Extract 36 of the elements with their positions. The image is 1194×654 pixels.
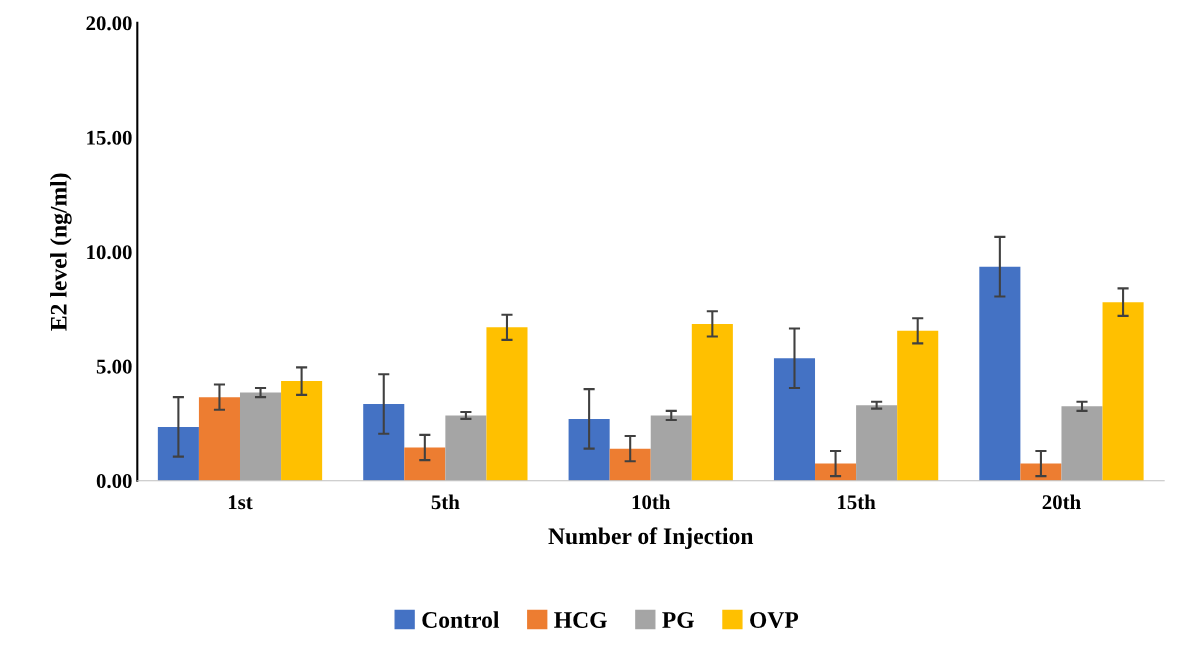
bar — [239, 392, 282, 481]
x-tick-label: 20th — [1042, 494, 1081, 510]
y-tick-label: 10.00 — [87, 245, 132, 260]
x-tick-label: 5th — [431, 494, 460, 510]
bar — [157, 426, 199, 481]
y-tick-label: 0.00 — [96, 474, 132, 489]
bar — [609, 448, 651, 481]
bar — [486, 327, 528, 481]
x-tick-label: 10th — [632, 494, 671, 510]
bar — [897, 330, 939, 481]
bar — [363, 404, 405, 481]
bar — [979, 266, 1021, 481]
bar — [1102, 302, 1144, 481]
legend-label: HCG — [554, 612, 607, 628]
legend-label: PG — [662, 612, 694, 628]
bar — [650, 415, 692, 481]
legend-label: OVP — [750, 612, 799, 629]
y-tick-label: 15.00 — [87, 130, 132, 145]
x-tick-label: 15th — [838, 494, 876, 510]
bar — [568, 418, 610, 481]
x-tick-label: 1st — [228, 495, 253, 510]
y-tick-label: 20.00 — [86, 16, 132, 31]
bar — [691, 323, 733, 481]
bar — [773, 358, 816, 481]
bar — [198, 397, 240, 481]
y-axis-title: E2 level (ng/ml) — [50, 173, 72, 331]
y-tick-label: 5.00 — [96, 359, 132, 374]
bar — [856, 405, 898, 481]
bar — [445, 415, 487, 481]
x-axis-title: Number of Injection — [548, 527, 754, 550]
bar — [404, 447, 446, 481]
bar — [1061, 406, 1103, 481]
bar — [815, 463, 857, 481]
bar — [281, 381, 323, 481]
bar — [1020, 463, 1062, 481]
legend-label: Control — [422, 611, 500, 628]
